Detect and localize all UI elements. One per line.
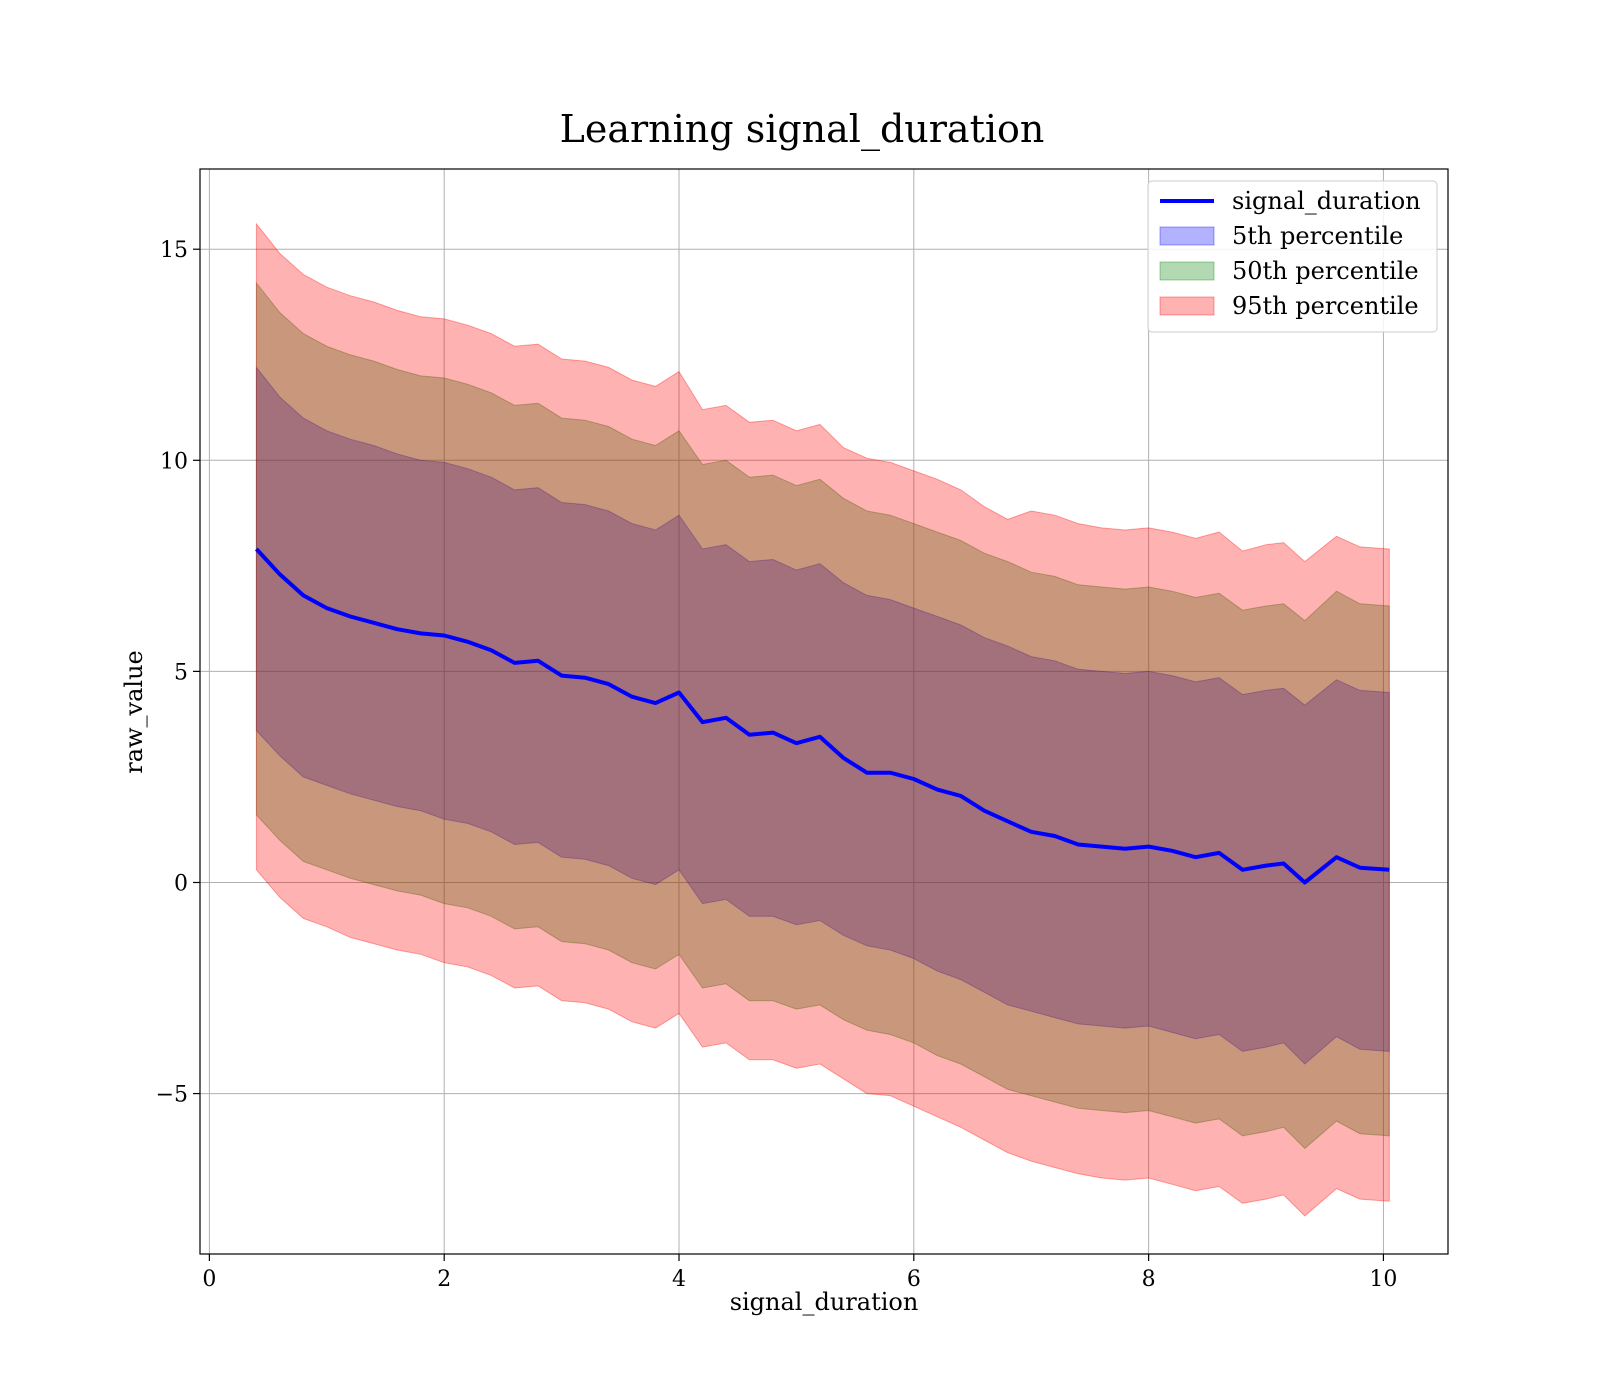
x-tick-label: 8 — [1142, 1267, 1156, 1292]
legend-label: 50th percentile — [1232, 257, 1419, 285]
legend-box — [1147, 180, 1438, 333]
legend-band-swatch — [1159, 261, 1215, 281]
legend-label: 5th percentile — [1232, 222, 1403, 250]
band-95th-percentile — [255, 222, 1390, 1217]
percentile-bands — [255, 222, 1390, 1217]
x-axis-label: signal_duration — [730, 1288, 919, 1316]
y-axis-label: raw_value — [120, 650, 148, 774]
band-50th-percentile — [255, 281, 1390, 1150]
line-signal-duration — [254, 547, 1390, 885]
y-tick-label: 0 — [174, 871, 188, 896]
x-tick-label: 6 — [907, 1267, 921, 1292]
x-tick-label: 0 — [202, 1267, 216, 1292]
y-tick-label: −5 — [156, 1083, 188, 1108]
legend-band-swatch — [1159, 296, 1215, 316]
legend-band-swatch — [1159, 226, 1215, 246]
axis-ticks: 0 2 4 6 8 10 −5 0 5 10 15 — [156, 238, 1398, 1292]
y-tick-label: 10 — [160, 449, 188, 474]
y-tick-label: 5 — [174, 660, 188, 685]
plot-frame — [199, 168, 1449, 1255]
x-tick-label: 2 — [437, 1267, 451, 1292]
x-tick-label: 4 — [672, 1267, 686, 1292]
y-tick-label: 15 — [160, 238, 188, 263]
legend-label: 95th percentile — [1232, 292, 1419, 320]
x-tick-label: 10 — [1369, 1267, 1397, 1292]
series-lines — [254, 547, 1390, 885]
band-5th-percentile — [255, 365, 1390, 1065]
chart-title: Learning signal_duration — [560, 107, 1045, 152]
legend-label: signal_duration — [1232, 187, 1421, 215]
legend: signal_duration 5th percentile 50th percen… — [1147, 180, 1438, 333]
